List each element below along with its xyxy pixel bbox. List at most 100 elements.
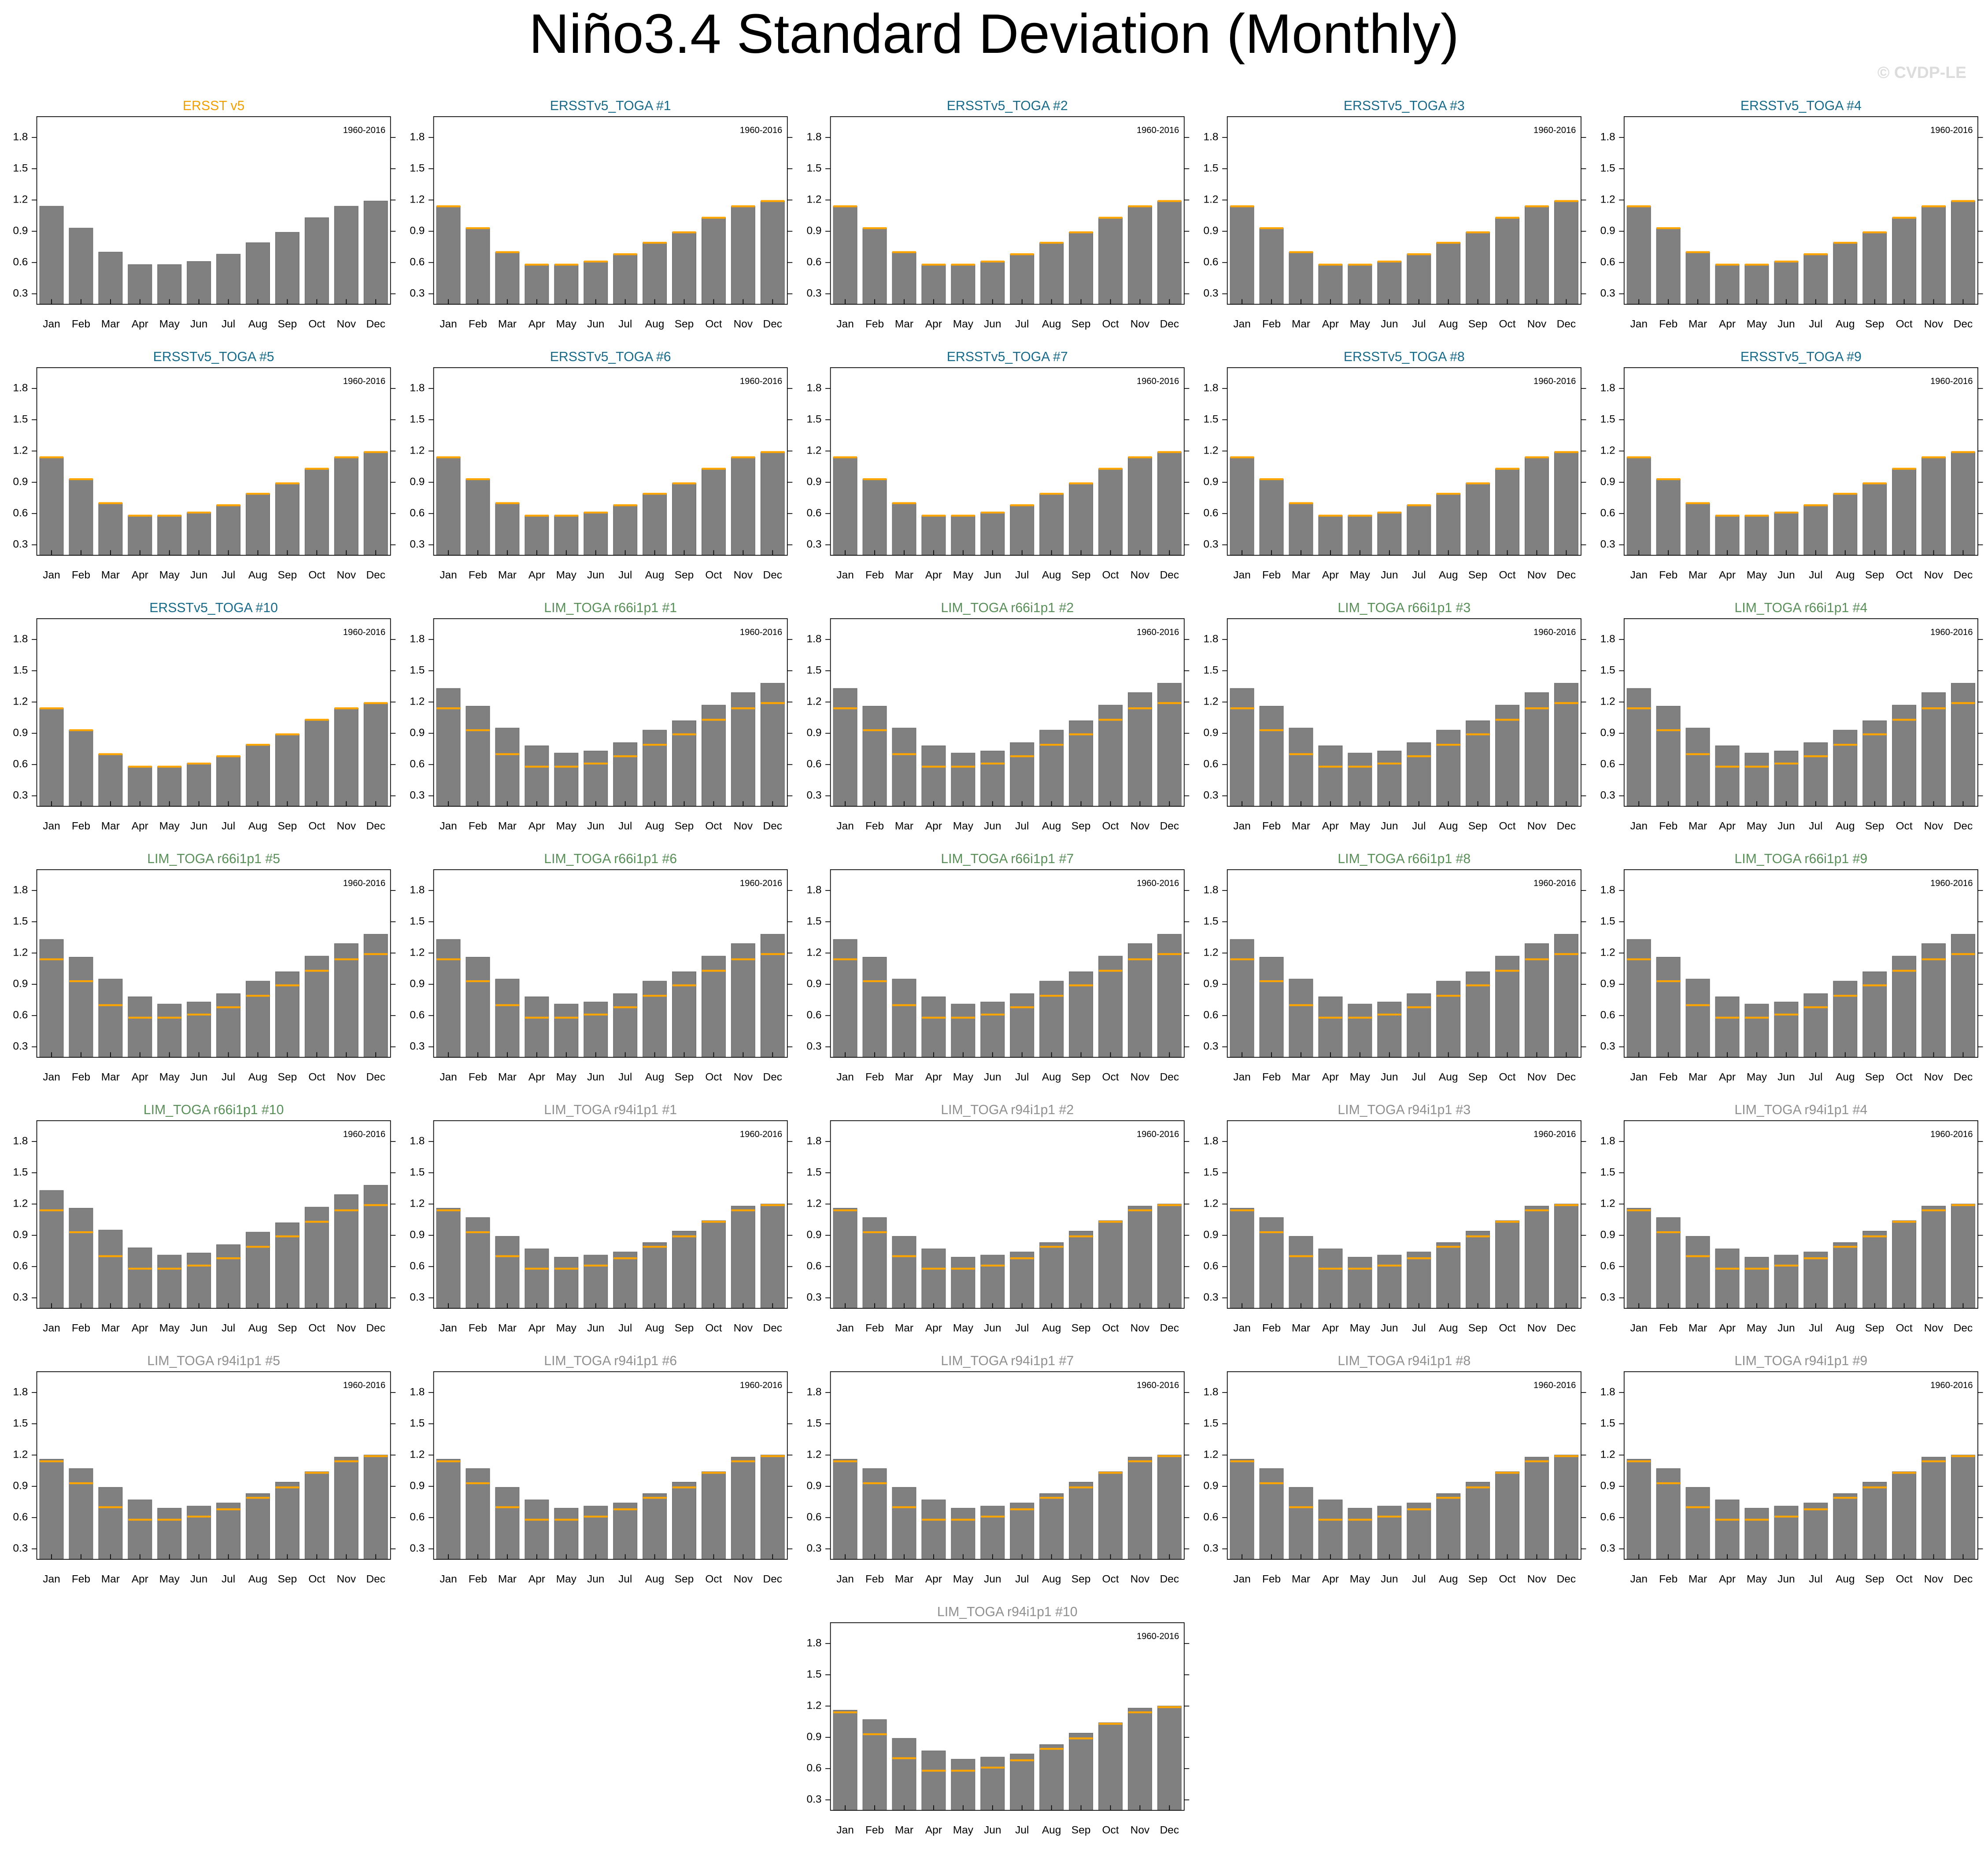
- x-tick-label: Oct: [705, 820, 722, 832]
- period-label: 1960-2016: [343, 126, 385, 135]
- x-tick-label: Feb: [72, 1071, 90, 1083]
- y-tick-label: 0.3: [1600, 1041, 1615, 1052]
- bar: [1656, 479, 1681, 556]
- x-tick-label: Jun: [984, 820, 1001, 832]
- bar: [1157, 683, 1182, 807]
- x-tick-label: Oct: [1499, 569, 1516, 581]
- bar: [862, 479, 887, 556]
- bar: [466, 956, 490, 1058]
- bar: [1833, 730, 1858, 807]
- x-tick-label: Oct: [705, 569, 722, 581]
- panel-title: LIM_TOGA r66i1p1 #1: [544, 601, 677, 615]
- panel-title: LIM_TOGA r94i1p1 #1: [544, 1103, 677, 1117]
- bar: [187, 1252, 211, 1309]
- bar: [334, 708, 358, 807]
- y-tick-label: 0.3: [1204, 1292, 1219, 1303]
- x-tick-label: Dec: [1160, 1573, 1179, 1585]
- bar: [39, 708, 64, 807]
- y-tick-label: 0.3: [1204, 790, 1219, 801]
- bar: [1466, 232, 1490, 305]
- period-label: 1960-2016: [1137, 377, 1179, 386]
- x-tick-label: Aug: [645, 1322, 665, 1334]
- plot-frame: [1227, 367, 1582, 556]
- x-tick-label: Jul: [1015, 1573, 1029, 1585]
- panel-title: ERSSTv5_TOGA #2: [947, 99, 1068, 113]
- x-tick-label: Jul: [1809, 820, 1822, 832]
- x-tick-label: Aug: [248, 569, 268, 581]
- bar: [1803, 1252, 1828, 1309]
- bar: [436, 939, 461, 1058]
- bar: [1626, 1459, 1651, 1560]
- x-tick-label: Nov: [1131, 569, 1150, 581]
- x-tick-label: Mar: [498, 820, 517, 832]
- bar: [1495, 705, 1520, 807]
- bar: [1524, 206, 1549, 305]
- y-tick-label: 1.2: [806, 1449, 821, 1461]
- plot-frame: [36, 1120, 391, 1309]
- bar: [1715, 1499, 1740, 1560]
- bar: [1157, 1204, 1182, 1309]
- x-tick-label: Jul: [1015, 1071, 1029, 1083]
- panel-title: ERSSTv5_TOGA #4: [1740, 99, 1862, 113]
- x-tick-label: Aug: [1042, 1322, 1061, 1334]
- y-tick-label: 1.5: [1204, 665, 1219, 676]
- y-tick-label: 0.9: [806, 727, 821, 739]
- y-tick-label: 0.6: [13, 256, 28, 268]
- bar: [951, 1508, 976, 1560]
- bar: [833, 206, 857, 305]
- y-tick-label: 1.5: [1600, 1418, 1615, 1429]
- bar: [1230, 206, 1254, 305]
- bar: [1010, 742, 1035, 807]
- bar: [1127, 1457, 1152, 1560]
- x-tick-label: Jul: [1015, 820, 1029, 832]
- bar: [1098, 1220, 1123, 1309]
- x-tick-label: Jun: [1381, 820, 1398, 832]
- x-tick-label: Jan: [440, 1322, 457, 1334]
- x-tick-label: Sep: [1468, 820, 1488, 832]
- x-tick-label: Aug: [1042, 1824, 1061, 1836]
- x-tick-label: Jan: [43, 1573, 60, 1585]
- bar: [980, 750, 1005, 807]
- x-tick-label: Dec: [366, 569, 385, 581]
- bar: [1524, 1457, 1549, 1560]
- y-tick-label: 1.2: [806, 696, 821, 708]
- x-tick-label: Jun: [984, 318, 1001, 330]
- panel-title: LIM_TOGA r66i1p1 #2: [941, 601, 1074, 615]
- bar: [951, 1759, 976, 1811]
- plot-frame: [1623, 869, 1978, 1058]
- y-tick-label: 1.8: [1600, 1135, 1615, 1147]
- bar: [1098, 217, 1123, 305]
- y-tick-label: 1.2: [13, 947, 28, 959]
- bar: [892, 1738, 916, 1811]
- bar: [216, 1503, 241, 1560]
- x-tick-label: Feb: [865, 1322, 884, 1334]
- x-tick-label: Aug: [1439, 569, 1458, 581]
- bar: [1524, 692, 1549, 807]
- bar: [1010, 1252, 1035, 1309]
- x-tick-label: May: [159, 1071, 180, 1083]
- bar: [1715, 745, 1740, 807]
- y-tick-label: 0.6: [410, 1511, 425, 1523]
- bar: [1348, 264, 1372, 305]
- bar: [157, 1004, 182, 1058]
- bar: [1039, 1242, 1064, 1309]
- bar: [1862, 1231, 1887, 1309]
- y-tick-label: 1.5: [1204, 414, 1219, 425]
- bar: [1407, 1252, 1431, 1309]
- bar: [1318, 1499, 1343, 1560]
- y-tick-label: 0.3: [1204, 1543, 1219, 1555]
- y-tick-label: 1.5: [806, 1418, 821, 1429]
- bar: [862, 1217, 887, 1309]
- bar: [334, 206, 358, 305]
- panel-title: LIM_TOGA r94i1p1 #9: [1734, 1354, 1867, 1368]
- bar: [701, 705, 726, 807]
- x-tick-label: Jan: [1233, 820, 1250, 832]
- x-tick-label: May: [159, 1573, 180, 1585]
- bar: [1892, 468, 1917, 556]
- x-tick-label: Apr: [132, 1573, 148, 1585]
- bar: [643, 493, 667, 556]
- y-tick-label: 1.5: [13, 916, 28, 927]
- x-tick-label: Dec: [1557, 318, 1576, 330]
- y-tick-label: 1.5: [1204, 162, 1219, 174]
- y-tick-label: 1.8: [410, 131, 425, 143]
